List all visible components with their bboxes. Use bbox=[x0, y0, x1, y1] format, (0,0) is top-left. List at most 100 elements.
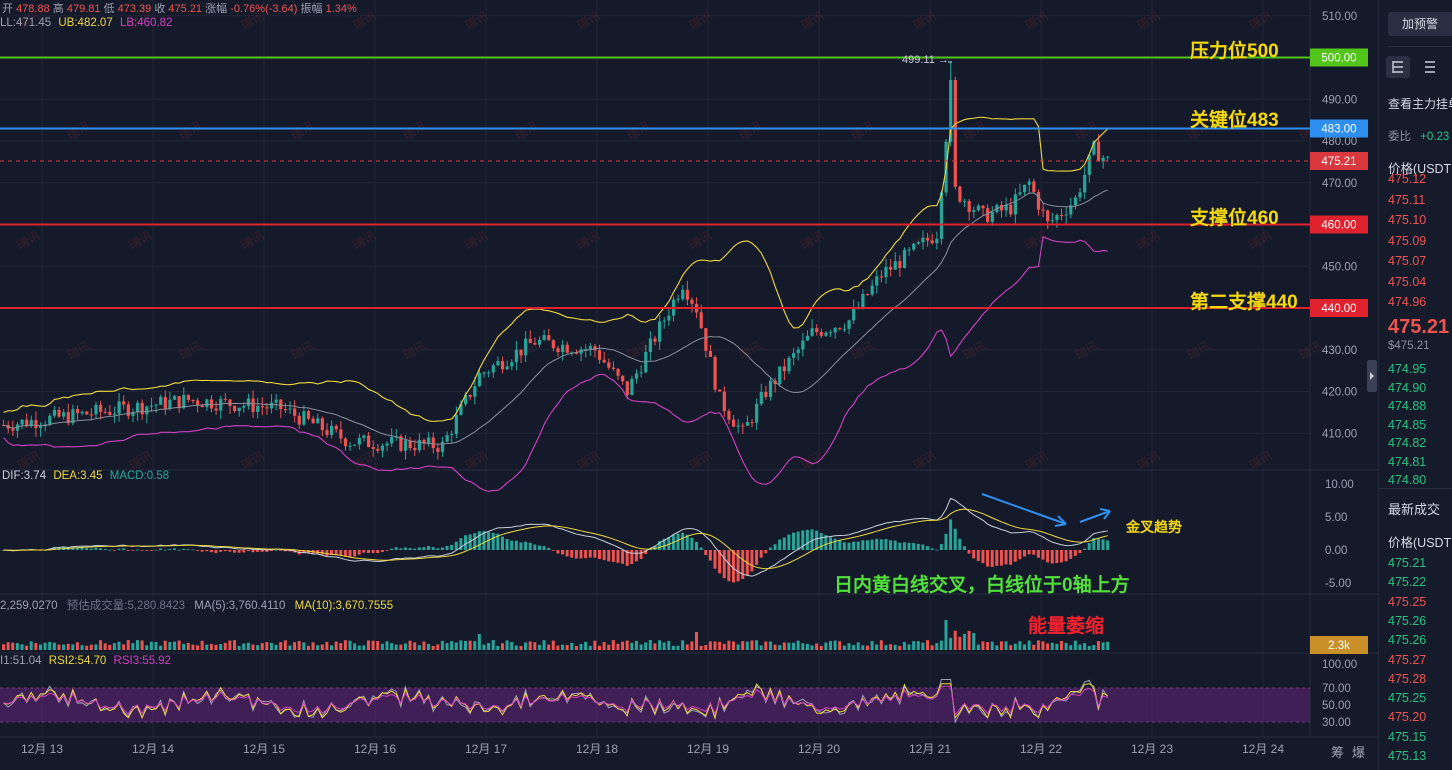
bid-price[interactable]: 474.90 bbox=[1388, 380, 1427, 395]
support-annotation: 支撑位460 bbox=[1190, 208, 1279, 229]
volume-bar bbox=[380, 643, 384, 650]
watermark: 瑞讯 bbox=[1247, 8, 1275, 32]
ask-price[interactable]: 474.96 bbox=[1388, 295, 1427, 309]
volume-bar bbox=[912, 641, 916, 650]
volume-bar bbox=[741, 641, 745, 650]
volume-bar bbox=[561, 644, 565, 650]
candle-body bbox=[755, 403, 759, 423]
trade-price[interactable]: 475.25 bbox=[1388, 594, 1427, 609]
low-label: 低 bbox=[103, 3, 115, 15]
candle-body bbox=[1092, 141, 1096, 155]
ask-price[interactable]: 475.10 bbox=[1388, 213, 1427, 227]
volume-bar bbox=[828, 641, 832, 650]
watermark: 瑞讯 bbox=[799, 228, 827, 252]
boll-mid-line bbox=[3, 189, 1108, 445]
chip-distribution-button[interactable]: 筹 bbox=[1331, 745, 1345, 760]
candle-body bbox=[390, 437, 394, 444]
trade-price[interactable]: 475.26 bbox=[1388, 633, 1427, 648]
volume-bar bbox=[847, 643, 851, 650]
ask-price[interactable]: 475.04 bbox=[1388, 274, 1427, 289]
trade-price[interactable]: 475.22 bbox=[1388, 575, 1427, 590]
macd-bar bbox=[958, 538, 962, 550]
volume-bar bbox=[519, 645, 523, 650]
ask-price[interactable]: 475.07 bbox=[1388, 254, 1427, 268]
ask-price[interactable]: 475.09 bbox=[1388, 233, 1427, 248]
candle-body bbox=[29, 420, 33, 427]
volume-bar bbox=[325, 641, 329, 650]
candle-body bbox=[11, 428, 15, 431]
candle-body bbox=[1096, 141, 1101, 162]
date-axis-label: 12月 18 bbox=[576, 742, 618, 756]
candle-body bbox=[524, 338, 528, 356]
candle-body bbox=[902, 249, 907, 268]
macd-bar bbox=[1106, 540, 1110, 550]
orderbook-both-icon[interactable] bbox=[1386, 56, 1410, 78]
volume-bar bbox=[547, 644, 551, 650]
candle-body bbox=[884, 267, 888, 278]
liquidation-button[interactable]: 爆 bbox=[1352, 745, 1366, 760]
macd-bar bbox=[810, 529, 814, 550]
collapse-panel-handle[interactable] bbox=[1367, 360, 1377, 392]
macd-bar bbox=[713, 550, 717, 569]
macd-bar bbox=[445, 545, 449, 550]
candle-body bbox=[1064, 214, 1068, 216]
trade-price[interactable]: 475.15 bbox=[1388, 729, 1427, 744]
trade-price[interactable]: 475.26 bbox=[1388, 613, 1427, 628]
volume-bar bbox=[62, 644, 66, 650]
trade-price[interactable]: 475.28 bbox=[1388, 671, 1427, 686]
macd-bar bbox=[597, 550, 601, 560]
volume-bar bbox=[468, 640, 472, 650]
bid-price[interactable]: 474.81 bbox=[1388, 454, 1427, 469]
boll-ub: UB:482.07 bbox=[58, 17, 113, 29]
macd-bar bbox=[459, 538, 463, 550]
volume-bar bbox=[403, 643, 407, 650]
high-label: 高 bbox=[52, 3, 64, 15]
macd-bar bbox=[778, 539, 782, 550]
ask-price[interactable]: 475.12 bbox=[1388, 172, 1427, 186]
bid-price[interactable]: 474.80 bbox=[1388, 473, 1427, 487]
bid-price[interactable]: 474.88 bbox=[1388, 399, 1427, 413]
trade-price[interactable]: 475.21 bbox=[1388, 556, 1427, 570]
last-price-usd: $475.21 bbox=[1388, 340, 1430, 352]
macd-bar bbox=[690, 537, 694, 550]
trade-price[interactable]: 475.27 bbox=[1388, 652, 1427, 667]
candle-body bbox=[990, 212, 994, 222]
candle-body bbox=[815, 328, 819, 332]
add-alert-button[interactable]: 加预警 bbox=[1388, 12, 1452, 36]
volume-bar bbox=[196, 645, 200, 650]
macd-bar bbox=[949, 519, 953, 550]
volume-value: 2,259.0270 bbox=[0, 600, 58, 612]
volume-bar bbox=[246, 642, 250, 650]
volume-bar bbox=[353, 643, 357, 650]
volume-bar bbox=[1023, 644, 1027, 650]
peak-price-value: 499.11 bbox=[902, 54, 935, 66]
candle-body bbox=[159, 396, 163, 405]
trade-price[interactable]: 475.20 bbox=[1388, 710, 1427, 725]
volume-bar bbox=[727, 640, 731, 650]
macd-bar bbox=[117, 548, 121, 550]
volume-bar bbox=[648, 640, 652, 650]
macd-bar bbox=[547, 547, 551, 550]
ask-price[interactable]: 475.11 bbox=[1388, 192, 1426, 207]
volume-bar bbox=[399, 644, 403, 650]
orderbook-list-icon[interactable] bbox=[1418, 56, 1442, 78]
date-axis-label: 12月 19 bbox=[687, 742, 729, 756]
bid-price[interactable]: 474.85 bbox=[1388, 417, 1427, 432]
bid-price[interactable]: 474.82 bbox=[1388, 436, 1427, 450]
candle-body bbox=[348, 445, 352, 447]
bid-price[interactable]: 474.95 bbox=[1388, 362, 1427, 376]
macd-bar bbox=[274, 549, 278, 551]
macd-bar bbox=[1069, 550, 1073, 559]
macd-bar bbox=[773, 544, 777, 550]
trade-price[interactable]: 475.13 bbox=[1388, 749, 1427, 763]
candle-body bbox=[362, 435, 366, 438]
macd-bar bbox=[251, 550, 255, 553]
candle-body bbox=[413, 448, 417, 451]
trade-price[interactable]: 475.25 bbox=[1388, 691, 1427, 706]
candle-body bbox=[131, 412, 135, 416]
candle-body bbox=[768, 380, 773, 397]
depth-title[interactable]: 查看主力挂单 bbox=[1388, 97, 1452, 111]
candle-body bbox=[574, 352, 579, 354]
volume-bar bbox=[99, 640, 103, 650]
